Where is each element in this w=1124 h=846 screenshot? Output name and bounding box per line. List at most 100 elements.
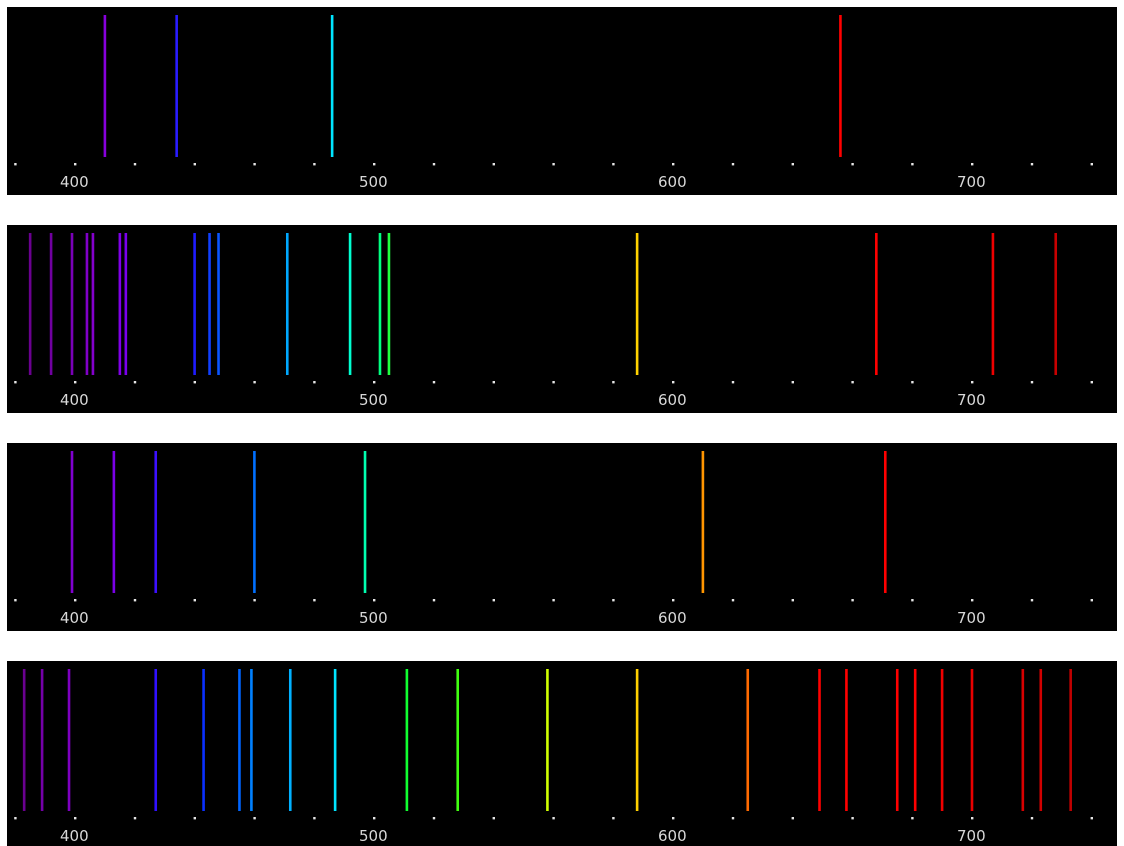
spectrum-panel-4: 400 500 600 700 xyxy=(7,661,1117,846)
spectrum-background xyxy=(7,661,1117,846)
scale-dot xyxy=(492,599,495,602)
scale-dot xyxy=(432,381,436,384)
scale-dot xyxy=(133,163,137,166)
scale-dot xyxy=(133,599,137,602)
scale-dot xyxy=(1030,817,1034,820)
scale-dot xyxy=(731,163,735,166)
scale-dot xyxy=(432,163,436,166)
scale-dot xyxy=(911,599,914,602)
scale-dot xyxy=(193,817,196,820)
tick-label: 700 xyxy=(957,173,986,191)
scale-dot xyxy=(731,817,735,820)
scale-dot xyxy=(74,163,77,166)
tick-label: 700 xyxy=(957,391,986,409)
scale-dot xyxy=(313,381,316,384)
scale-dot xyxy=(74,381,77,384)
scale-dot xyxy=(672,381,675,384)
scale-dot xyxy=(492,381,495,384)
scale-dot xyxy=(672,817,675,820)
scale-dot xyxy=(14,817,17,820)
scale-dot xyxy=(612,381,615,384)
tick-label: 500 xyxy=(359,827,388,845)
scale-dot xyxy=(253,599,256,602)
scale-dot xyxy=(133,381,137,384)
scale-dot xyxy=(193,163,196,166)
scale-dot xyxy=(1030,163,1034,166)
scale-dot xyxy=(791,817,794,820)
tick-label: 500 xyxy=(359,609,388,627)
tick-label: 400 xyxy=(60,173,89,191)
scale-dot xyxy=(373,817,376,820)
scale-dot xyxy=(432,599,436,602)
scale-dot xyxy=(492,817,495,820)
tick-label: 400 xyxy=(60,827,89,845)
spectrum-panel-1: 400 500 600 700 xyxy=(7,7,1117,195)
scale-dot xyxy=(253,163,256,166)
scale-dot xyxy=(373,381,376,384)
scale-dot xyxy=(373,599,376,602)
scale-dot xyxy=(971,599,974,602)
tick-label: 700 xyxy=(957,609,986,627)
scale-dot xyxy=(672,599,675,602)
scale-dot xyxy=(253,817,256,820)
scale-dot xyxy=(1030,599,1034,602)
scale-dot xyxy=(791,599,794,602)
scale-dot xyxy=(552,817,555,820)
scale-dot xyxy=(731,599,735,602)
spectrum-panel-3: 400 500 600 700 xyxy=(7,443,1117,631)
scale-dot xyxy=(313,817,316,820)
scale-dot xyxy=(911,381,914,384)
spectrum-background xyxy=(7,443,1117,631)
spectrum-background xyxy=(7,7,1117,195)
tick-label: 400 xyxy=(60,609,89,627)
scale-dot xyxy=(552,599,555,602)
tick-label: 600 xyxy=(658,609,687,627)
scale-dot xyxy=(1090,817,1093,820)
scale-dot xyxy=(1090,599,1093,602)
scale-dot xyxy=(14,163,17,166)
scale-dot xyxy=(971,163,974,166)
scale-dot xyxy=(851,163,854,166)
scale-dot xyxy=(791,163,794,166)
tick-label: 400 xyxy=(60,391,89,409)
scale-dot xyxy=(731,381,735,384)
scale-dot xyxy=(14,381,17,384)
scale-dot xyxy=(492,163,495,166)
tick-label: 600 xyxy=(658,827,687,845)
scale-dot xyxy=(552,381,555,384)
scale-dot xyxy=(253,381,256,384)
scale-dot xyxy=(74,817,77,820)
tick-label: 500 xyxy=(359,391,388,409)
scale-dot xyxy=(612,817,615,820)
scale-dot xyxy=(791,381,794,384)
scale-dot xyxy=(14,599,17,602)
scale-dot xyxy=(971,817,974,820)
tick-label: 700 xyxy=(957,827,986,845)
scale-dot xyxy=(193,381,196,384)
scale-dot xyxy=(851,381,854,384)
scale-dot xyxy=(672,163,675,166)
scale-dot xyxy=(1090,381,1093,384)
scale-dot xyxy=(911,817,914,820)
scale-dot xyxy=(193,599,196,602)
spectrum-background xyxy=(7,225,1117,413)
tick-label: 500 xyxy=(359,173,388,191)
scale-dot xyxy=(74,599,77,602)
scale-dot xyxy=(612,163,615,166)
spectrum-panel-2: 400 500 600 700 xyxy=(7,225,1117,413)
scale-dot xyxy=(612,599,615,602)
scale-dot xyxy=(133,817,137,820)
scale-dot xyxy=(1030,381,1034,384)
tick-label: 600 xyxy=(658,391,687,409)
scale-dot xyxy=(851,817,854,820)
scale-dot xyxy=(313,599,316,602)
scale-dot xyxy=(911,163,914,166)
scale-dot xyxy=(1090,163,1093,166)
scale-dot xyxy=(971,381,974,384)
scale-dot xyxy=(313,163,316,166)
scale-dot xyxy=(552,163,555,166)
scale-dot xyxy=(373,163,376,166)
scale-dot xyxy=(432,817,436,820)
scale-dot xyxy=(851,599,854,602)
